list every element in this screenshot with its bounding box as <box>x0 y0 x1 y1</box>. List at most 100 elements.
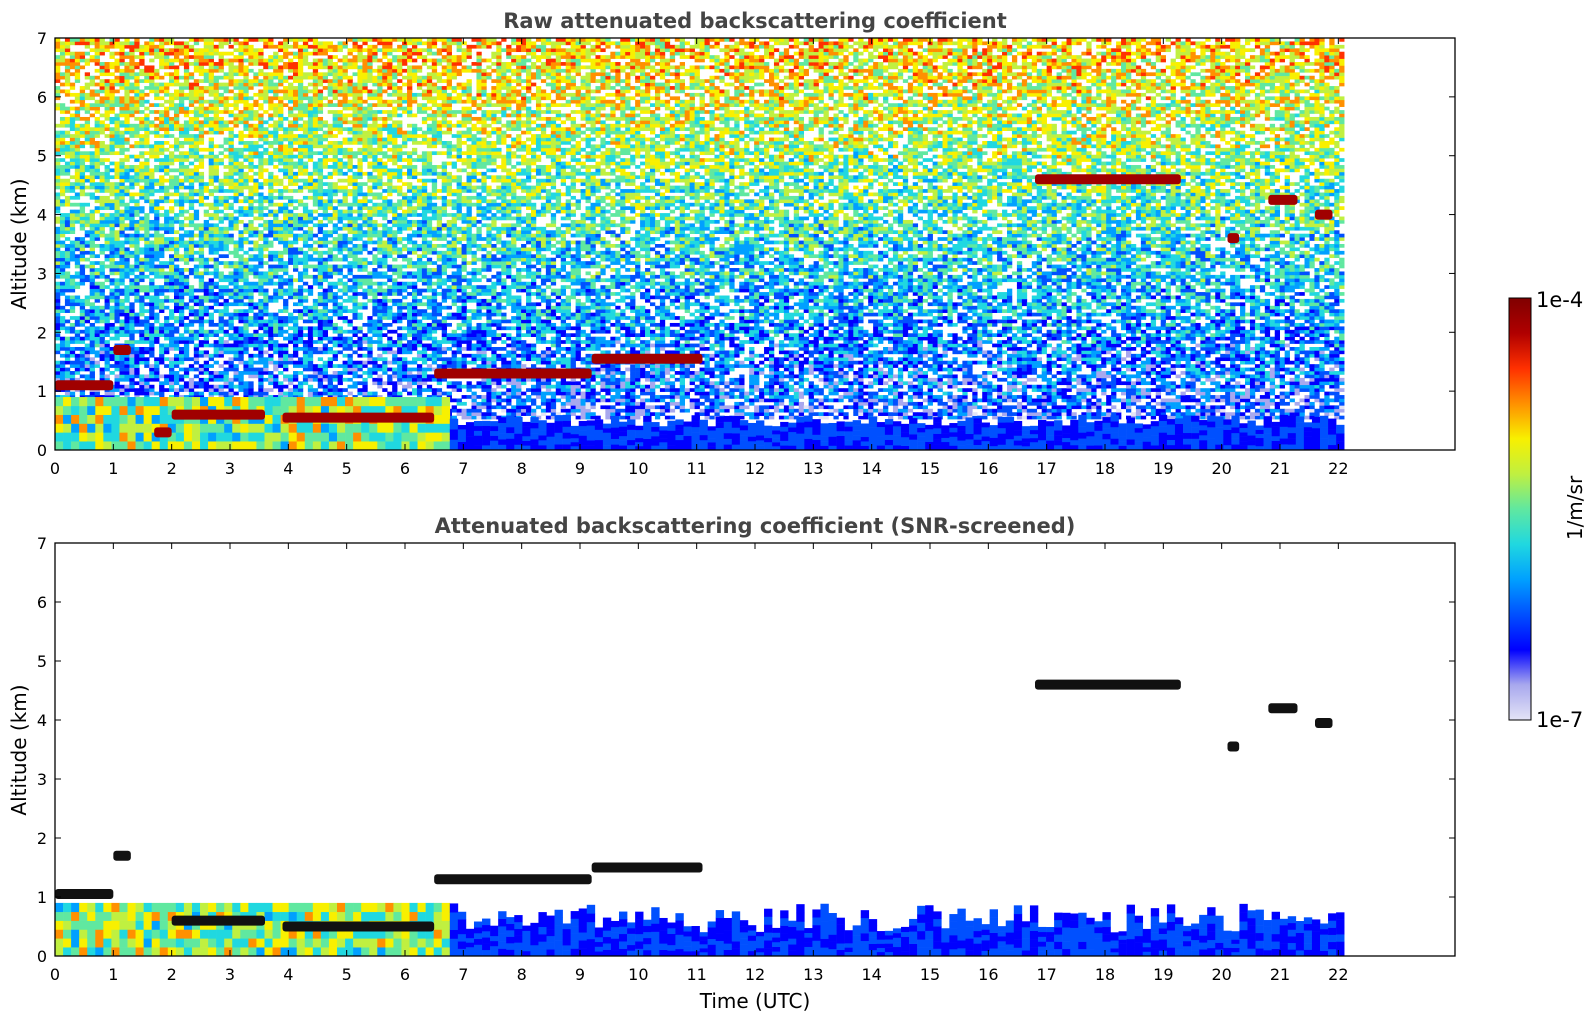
noise-cell <box>164 116 170 121</box>
noise-cell <box>169 347 175 351</box>
noise-cell <box>109 298 115 303</box>
noise-cell <box>74 254 81 259</box>
noise-cell <box>258 209 264 214</box>
noise-cell <box>322 161 329 166</box>
noise-cell <box>89 329 95 334</box>
noise-cell <box>134 237 140 241</box>
noise-cell <box>104 96 110 101</box>
noise-cell <box>188 202 195 207</box>
noise-cell <box>144 127 150 131</box>
noise-cell <box>198 244 205 248</box>
noise-cell <box>312 377 319 382</box>
noise-cell <box>248 240 254 245</box>
noise-cell <box>278 333 284 337</box>
noise-cell <box>79 237 86 241</box>
noise-cell <box>119 371 125 375</box>
noise-cell <box>342 213 348 217</box>
noise-cell <box>213 209 219 214</box>
noise-cell <box>228 292 234 296</box>
noise-cell <box>322 384 329 389</box>
noise-cell <box>69 154 76 159</box>
noise-cell <box>169 364 175 368</box>
noise-cell <box>208 223 214 228</box>
noise-cell <box>233 96 239 101</box>
noise-cell <box>124 254 130 259</box>
noise-cell <box>288 316 294 320</box>
noise-cell <box>149 268 155 272</box>
noise-cell <box>307 233 314 238</box>
noise-cell <box>342 244 348 248</box>
noise-cell <box>193 226 200 231</box>
noise-cell <box>218 96 224 101</box>
noise-cell <box>283 89 289 94</box>
noise-cell <box>322 377 329 382</box>
noise-cell <box>322 278 329 283</box>
noise-cell <box>337 185 343 190</box>
noise-cell <box>337 44 343 49</box>
noise-cell <box>228 357 234 362</box>
noise-cell <box>149 144 155 149</box>
noise-cell <box>149 391 155 396</box>
noise-cell <box>273 312 279 317</box>
noise-cell <box>233 86 239 90</box>
noise-cell <box>159 151 165 156</box>
noise-cell <box>307 130 314 135</box>
noise-cell <box>69 329 76 334</box>
noise-cell <box>114 244 120 248</box>
noise-cell <box>94 82 100 87</box>
noise-cell <box>164 178 170 183</box>
noise-cell <box>59 48 66 53</box>
noise-cell <box>238 292 244 296</box>
noise-cell <box>94 92 100 97</box>
noise-cell <box>139 360 145 365</box>
noise-cell <box>154 75 160 80</box>
noise-cell <box>104 213 110 217</box>
noise-cell <box>273 360 279 365</box>
noise-cell <box>104 62 110 66</box>
noise-cell <box>178 165 185 169</box>
noise-cell <box>188 336 195 341</box>
noise-cell <box>159 288 165 293</box>
noise-cell <box>154 292 160 296</box>
noise-cell <box>144 350 150 355</box>
noise-cell <box>268 223 274 228</box>
noise-cell <box>332 309 338 313</box>
noise-cell <box>144 182 150 186</box>
noise-cell <box>114 357 120 362</box>
noise-cell <box>193 92 200 97</box>
noise-cell <box>109 55 115 59</box>
noise-cell <box>278 292 284 296</box>
noise-cell <box>238 326 244 331</box>
noise-cell <box>238 319 244 324</box>
noise-cell <box>89 226 95 231</box>
noise-cell <box>74 274 81 279</box>
noise-cell <box>198 89 205 94</box>
noise-cell <box>124 65 130 70</box>
noise-cell <box>154 44 160 49</box>
noise-cell <box>258 298 264 303</box>
noise-cell <box>283 213 289 217</box>
noise-cell <box>149 175 155 180</box>
noise-cell <box>332 254 338 259</box>
noise-cell <box>213 106 219 111</box>
noise-cell <box>302 123 309 128</box>
noise-cell <box>253 178 259 183</box>
noise-cell <box>59 230 66 234</box>
noise-cell <box>332 206 338 210</box>
noise-cell <box>347 340 353 344</box>
noise-cell <box>218 254 224 259</box>
noise-cell <box>317 298 324 303</box>
noise-cell <box>55 364 61 368</box>
noise-cell <box>149 240 155 245</box>
noise-cell <box>124 106 130 111</box>
noise-cell <box>228 127 234 131</box>
noise-cell <box>188 357 195 362</box>
noise-cell <box>89 264 95 269</box>
noise-cell <box>223 189 229 193</box>
noise-cell <box>283 79 289 83</box>
noise-cell <box>297 58 304 63</box>
noise-cell <box>84 264 91 269</box>
noise-cell <box>174 41 180 46</box>
noise-cell <box>228 154 234 159</box>
noise-cell <box>159 353 165 358</box>
